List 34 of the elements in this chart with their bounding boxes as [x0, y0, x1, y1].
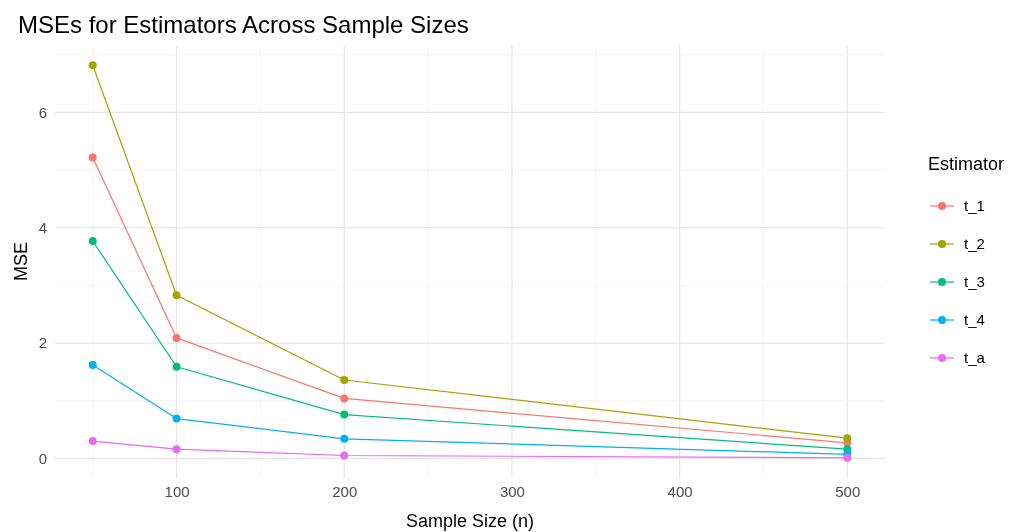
point [88, 237, 97, 246]
legend-label: t_1 [964, 197, 985, 214]
point [340, 434, 349, 443]
y-tick-label: 6 [38, 103, 47, 121]
point [340, 451, 349, 460]
legend-label: t_2 [964, 235, 985, 252]
point [88, 61, 97, 70]
point [172, 414, 181, 423]
point [340, 376, 349, 384]
point [88, 361, 97, 369]
point [172, 333, 181, 342]
x-axis-title: Sample Size (n) [405, 511, 535, 531]
point [172, 445, 181, 454]
y-tick-label: 2 [38, 334, 47, 352]
y-tick-label: 0 [38, 449, 47, 467]
point [172, 362, 181, 371]
x-tick-label: 100 [164, 482, 190, 500]
x-tick-label: 500 [835, 482, 861, 500]
point [843, 434, 852, 443]
point [172, 291, 181, 300]
legend-label: t_a [964, 349, 986, 366]
legend-label: t_4 [964, 311, 985, 328]
point [88, 437, 97, 446]
x-tick-label: 400 [667, 482, 693, 500]
point [88, 153, 97, 162]
legend-label: t_3 [964, 273, 985, 290]
y-tick-label: 4 [38, 219, 47, 237]
point [340, 394, 349, 403]
chart-title: MSEs for Estimators Across Sample Sizes [18, 11, 469, 38]
x-tick-label: 300 [499, 482, 525, 500]
x-tick-label: 200 [332, 482, 358, 500]
y-axis-title: MSE [11, 241, 31, 282]
point [340, 410, 349, 419]
legend-title: Estimator [928, 154, 1005, 174]
